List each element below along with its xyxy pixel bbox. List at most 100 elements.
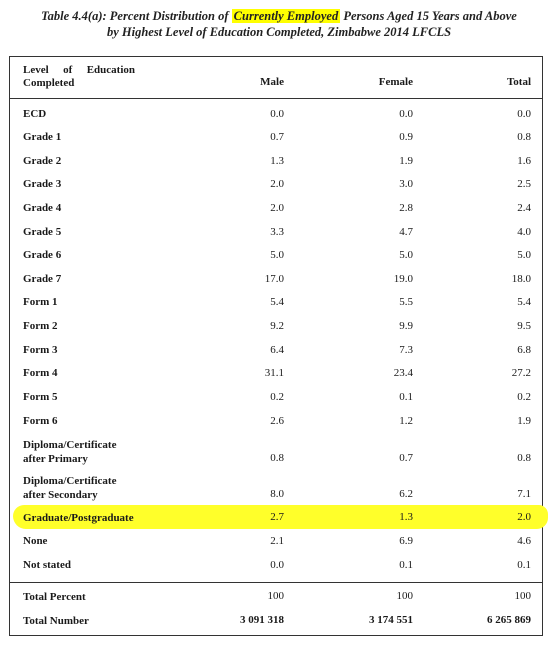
cell-male: 3.3 <box>270 226 284 238</box>
totals-divider <box>9 582 543 583</box>
row-label-line2: after Primary <box>23 453 88 465</box>
row-label: ECD <box>23 108 47 120</box>
row-label: Form 3 <box>23 344 58 356</box>
row-label-line1: Diploma/Certificate <box>23 439 117 451</box>
total-percent-label: Total Percent <box>23 591 86 603</box>
cell-total: 7.1 <box>517 488 531 500</box>
row-label: Form 5 <box>23 391 58 403</box>
cell-total: 2.4 <box>517 202 531 214</box>
header-divider <box>9 98 543 99</box>
row-label: Grade 7 <box>23 273 62 285</box>
cell-total: 5.4 <box>517 296 531 308</box>
cell-total: 27.2 <box>511 367 531 379</box>
cell-total: 6.8 <box>517 344 531 356</box>
cell-female: 1.3 <box>399 511 413 523</box>
cell-male: 2.7 <box>270 511 284 523</box>
row-label-line1: Diploma/Certificate <box>23 475 117 487</box>
cell-male: 5.0 <box>270 249 284 261</box>
cell-male: 0.0 <box>270 559 284 571</box>
cell-male: 31.1 <box>264 367 284 379</box>
row-label: Diploma/Certificate after Secondary <box>23 474 116 502</box>
cell-total: 2.0 <box>517 511 531 523</box>
total-percent-female: 100 <box>396 590 414 602</box>
cell-female: 0.1 <box>399 391 413 403</box>
table-frame <box>9 56 543 636</box>
cell-female: 6.9 <box>399 535 413 547</box>
title-line-1: Table 4.4(a): Percent Distribution of Cu… <box>0 8 558 24</box>
title-text-post: Persons Aged 15 Years and Above <box>340 9 517 23</box>
cell-total: 9.5 <box>517 320 531 332</box>
cell-total: 1.6 <box>517 155 531 167</box>
cell-male: 2.0 <box>270 178 284 190</box>
cell-total: 0.1 <box>517 559 531 571</box>
cell-female: 1.9 <box>399 155 413 167</box>
cell-male: 0.7 <box>270 131 284 143</box>
cell-male: 2.0 <box>270 202 284 214</box>
cell-male: 1.3 <box>270 155 284 167</box>
total-number-male: 3 091 318 <box>240 614 284 626</box>
cell-female: 5.5 <box>399 296 413 308</box>
row-label: None <box>23 535 48 547</box>
cell-female: 3.0 <box>399 178 413 190</box>
header-female: Female <box>378 76 413 88</box>
cell-male: 0.2 <box>270 391 284 403</box>
cell-female: 0.1 <box>399 559 413 571</box>
total-number-female: 3 174 551 <box>369 614 413 626</box>
cell-male: 6.4 <box>270 344 284 356</box>
header-total: Total <box>506 76 531 88</box>
row-label: Form 4 <box>23 367 58 379</box>
cell-male: 2.6 <box>270 415 284 427</box>
cell-female: 0.7 <box>399 452 413 464</box>
cell-male: 0.0 <box>270 108 284 120</box>
cell-female: 5.0 <box>399 249 413 261</box>
row-label: Diploma/Certificate after Primary <box>23 438 116 466</box>
cell-female: 2.8 <box>399 202 413 214</box>
row-label: Grade 4 <box>23 202 62 214</box>
title-highlight: Currently Employed <box>231 9 341 23</box>
row-label-line2: after Secondary <box>23 489 98 501</box>
title-line-2: by Highest Level of Education Completed,… <box>106 25 452 39</box>
cell-male: 0.8 <box>270 452 284 464</box>
cell-male: 5.4 <box>270 296 284 308</box>
cell-total: 18.0 <box>511 273 531 285</box>
header-male: Male <box>260 76 284 88</box>
cell-female: 4.7 <box>399 226 413 238</box>
total-percent-male: 100 <box>267 590 285 602</box>
total-percent-total: 100 <box>514 590 532 602</box>
cell-female: 1.2 <box>399 415 413 427</box>
cell-female: 6.2 <box>399 488 413 500</box>
row-label: Form 1 <box>23 296 58 308</box>
total-number-label: Total Number <box>23 615 89 627</box>
cell-female: 9.9 <box>399 320 413 332</box>
cell-total: 5.0 <box>517 249 531 261</box>
cell-female: 0.9 <box>399 131 413 143</box>
title-text-pre: Table 4.4(a): Percent Distribution of <box>41 9 232 23</box>
cell-female: 23.4 <box>393 367 413 379</box>
cell-male: 17.0 <box>264 273 284 285</box>
cell-female: 19.0 <box>393 273 413 285</box>
cell-male: 8.0 <box>270 488 284 500</box>
row-highlight <box>13 505 548 529</box>
row-label: Form 6 <box>23 415 58 427</box>
row-label: Graduate/Postgraduate <box>23 512 134 524</box>
cell-male: 9.2 <box>270 320 284 332</box>
cell-total: 0.8 <box>517 131 531 143</box>
row-label: Grade 5 <box>23 226 62 238</box>
row-label: Not stated <box>23 559 71 571</box>
cell-male: 2.1 <box>270 535 284 547</box>
cell-total: 4.6 <box>517 535 531 547</box>
row-label: Grade 6 <box>23 249 62 261</box>
cell-total: 4.0 <box>517 226 531 238</box>
row-label: Grade 3 <box>23 178 62 190</box>
cell-total: 0.8 <box>517 452 531 464</box>
row-label: Grade 1 <box>23 131 62 143</box>
row-label: Grade 2 <box>23 155 62 167</box>
header-level: Level of Education Completed <box>23 64 135 89</box>
row-label: Form 2 <box>23 320 58 332</box>
table-title: Table 4.4(a): Percent Distribution of Cu… <box>0 8 558 40</box>
cell-total: 0.0 <box>517 108 531 120</box>
cell-total: 2.5 <box>517 178 531 190</box>
cell-female: 7.3 <box>399 344 413 356</box>
cell-total: 0.2 <box>517 391 531 403</box>
cell-total: 1.9 <box>517 415 531 427</box>
